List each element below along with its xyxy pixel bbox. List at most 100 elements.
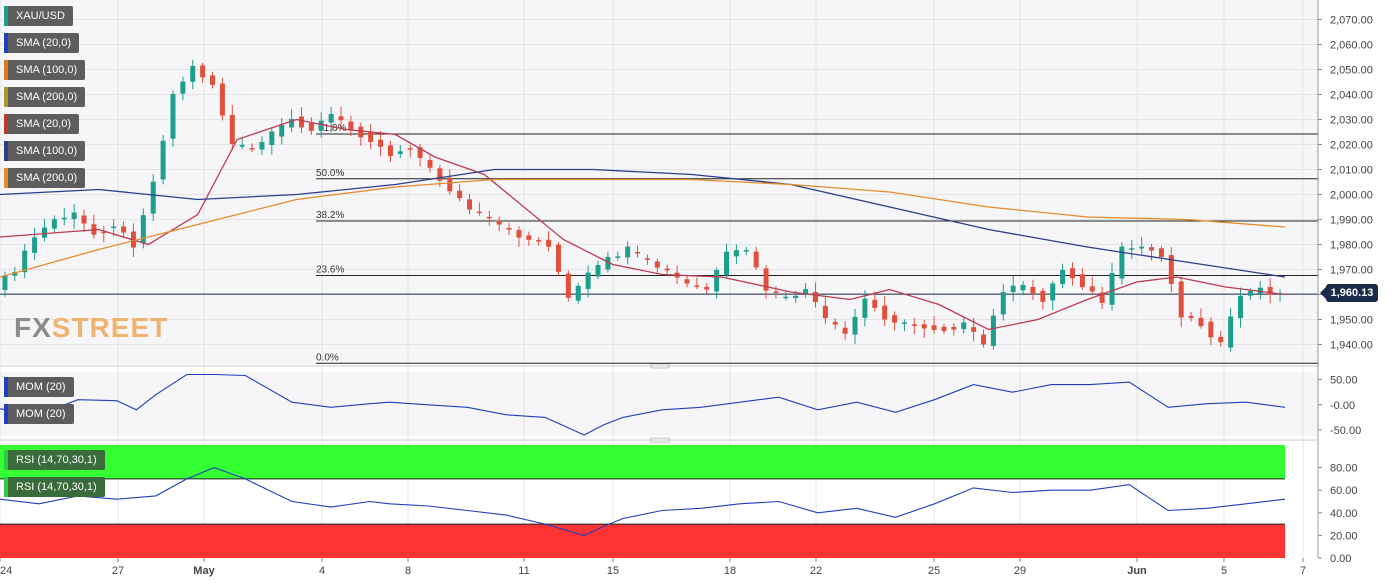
candle-body: [41, 227, 47, 238]
legend-swatch: [4, 33, 8, 53]
candle-body: [437, 168, 443, 181]
candle-body: [269, 131, 275, 145]
price-tick-label: 2,070.00: [1330, 15, 1373, 27]
candle-body: [882, 305, 888, 320]
candle-body: [921, 324, 927, 329]
sma-legend-item[interactable]: SMA (20,0): [4, 33, 80, 53]
legend-label: MOM (20): [16, 408, 66, 420]
sma-legend-item[interactable]: SMA (100,0): [4, 141, 86, 161]
candle-body: [348, 121, 354, 130]
candle-body: [941, 326, 947, 332]
legend-label: SMA (20,0): [16, 118, 72, 130]
candle-body: [1129, 248, 1135, 250]
momentum-line: [0, 373, 1286, 436]
candle-body: [911, 324, 917, 326]
price-tick-label: 1,950.00: [1330, 315, 1373, 327]
legend-swatch: [4, 6, 8, 26]
candle-body: [842, 327, 848, 334]
candle-body: [1188, 315, 1194, 319]
legend-swatch: [4, 377, 8, 397]
candle-body: [328, 114, 334, 123]
mom-legend-item[interactable]: MOM (20): [4, 377, 74, 397]
sma-line: [0, 118, 1286, 331]
legend-swatch: [4, 60, 8, 80]
price-tick-label: 1,990.00: [1330, 215, 1373, 227]
sma-legend-item[interactable]: SMA (20,0): [4, 114, 80, 134]
candle-body: [427, 159, 433, 168]
rsi-legend-item[interactable]: RSI (14,70,30,1): [4, 477, 105, 497]
candle-body: [1208, 321, 1214, 338]
candle-body: [635, 251, 641, 254]
candle-body: [457, 190, 463, 199]
candle-body: [417, 147, 423, 158]
candle-body: [704, 286, 710, 290]
fxstreet-watermark: FXSTREET: [14, 312, 168, 344]
candle-body: [210, 75, 216, 85]
candle-body: [1247, 290, 1253, 296]
candle-body: [1198, 317, 1204, 327]
candle-body: [1030, 287, 1036, 294]
x-tick-label: 18: [724, 565, 736, 577]
rsi-tick-label: 0.00: [1330, 553, 1351, 565]
mom-tick-label: -50.00: [1330, 425, 1361, 437]
candle-body: [61, 217, 67, 220]
candle-body: [467, 199, 473, 210]
candle-body: [318, 120, 324, 131]
rsi-legend-item[interactable]: RSI (14,70,30,1): [4, 450, 105, 470]
candle-body: [1050, 283, 1056, 301]
candle-body: [743, 250, 749, 252]
price-tick-label: 2,000.00: [1330, 190, 1373, 202]
x-tick-label: 22: [810, 565, 822, 577]
candle-body: [1178, 281, 1184, 318]
legend-swatch: [4, 114, 8, 134]
price-tick-label: 1,980.00: [1330, 240, 1373, 252]
candle-body: [150, 181, 156, 214]
candle-body: [1089, 286, 1095, 292]
x-tick-label: 7: [1300, 565, 1306, 577]
x-tick-label: 25: [928, 565, 940, 577]
candle-body: [1267, 286, 1273, 295]
mom-tick-label: 50.00: [1330, 375, 1358, 387]
price-tick-label: 2,020.00: [1330, 140, 1373, 152]
candle-body: [536, 240, 542, 242]
fibonacci-label: 38.2%: [316, 210, 344, 221]
candle-body: [1060, 269, 1066, 285]
candle-body: [605, 256, 611, 270]
legend-swatch: [4, 477, 8, 497]
fibonacci-label: 0.0%: [316, 352, 339, 363]
candle-body: [12, 272, 18, 276]
candle-body: [476, 211, 482, 214]
panel-grip-mom-rsi: [650, 437, 670, 443]
rsi-line: [0, 467, 1286, 536]
x-tick-label: May: [193, 565, 215, 577]
candle-body: [714, 270, 720, 292]
x-tick-label: 15: [607, 565, 619, 577]
sma-legend-item[interactable]: SMA (200,0): [4, 168, 86, 188]
price-tick-label: 2,050.00: [1330, 65, 1373, 77]
candle-body: [190, 65, 196, 82]
candle-body: [516, 230, 522, 238]
candle-body: [971, 327, 977, 332]
candle-body: [289, 119, 295, 128]
candle-body: [793, 295, 799, 299]
legend-label: SMA (100,0): [16, 145, 78, 157]
candle-body: [486, 216, 492, 219]
candle-body: [378, 139, 384, 147]
x-tick-label: 29: [1014, 565, 1026, 577]
symbol-legend[interactable]: XAU/USD: [4, 6, 73, 26]
candle-body: [397, 151, 403, 154]
sma-line: [0, 178, 1286, 278]
rsi-tick-label: 80.00: [1330, 463, 1358, 475]
candle-body: [812, 291, 818, 303]
legend-label: XAU/USD: [16, 10, 65, 22]
sma-legend-item[interactable]: SMA (200,0): [4, 87, 86, 107]
sma-legend-item[interactable]: SMA (100,0): [4, 60, 86, 80]
mom-legend-item[interactable]: MOM (20): [4, 404, 74, 424]
candle-body: [368, 131, 374, 143]
candle-body: [862, 298, 868, 318]
candle-body: [1069, 268, 1075, 279]
candle-body: [308, 123, 314, 131]
candle-body: [852, 316, 858, 335]
candle-body: [22, 250, 28, 273]
